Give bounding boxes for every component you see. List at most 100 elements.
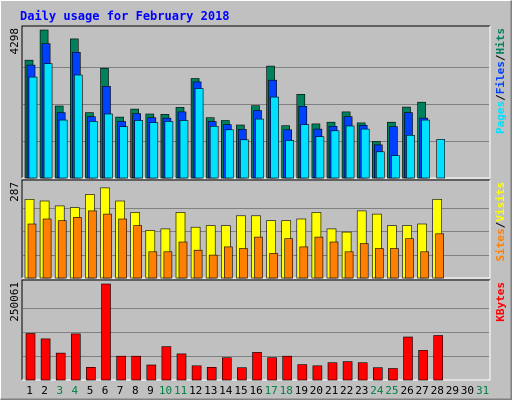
bar-sites — [208, 254, 218, 279]
panel-visits_sites: 287 Sites/Visits — [8, 179, 507, 279]
bar-kbytes — [357, 362, 368, 381]
bar-pages — [225, 129, 234, 179]
x-tick-label: 13 — [204, 384, 217, 397]
bar-kbytes — [267, 357, 277, 381]
bar-kbytes — [101, 283, 111, 381]
x-tick-label: 12 — [189, 384, 202, 397]
bar-kbytes — [206, 366, 217, 381]
x-tick-label: 3 — [56, 384, 63, 397]
panel-legend: Pages/Files/Hits — [494, 28, 507, 134]
panel-legend: KBytes — [494, 282, 507, 322]
bar-kbytes — [191, 365, 202, 381]
bar-kbytes — [388, 368, 398, 381]
bar-sites — [435, 233, 445, 279]
x-axis-labels: 1 2 3 4 5 6 7 8 9 10 11 12 13 14 15 16 17 18 19 20 21 22 23 24 2… — [26, 384, 489, 397]
bar-sites — [359, 243, 369, 279]
bar-kbytes — [297, 364, 308, 381]
panel-max-label: 250061 — [8, 282, 21, 322]
panel-frame-dark — [21, 179, 490, 278]
panel-max-label: 4298 — [8, 28, 21, 55]
x-tick-label: 9 — [147, 384, 154, 397]
bar-pages — [285, 140, 295, 179]
bar-pages — [74, 74, 83, 179]
x-tick-label: 25 — [385, 384, 398, 397]
bar-kbytes — [433, 335, 444, 381]
bar-kbytes — [131, 355, 141, 381]
bar-pages — [375, 151, 385, 179]
bar-kbytes — [25, 333, 36, 381]
panel-frame-dark — [21, 25, 490, 178]
x-tick-label: 14 — [219, 384, 233, 397]
bar-pages — [149, 122, 159, 179]
x-tick-label: 10 — [159, 384, 172, 397]
bar-kbytes — [71, 333, 81, 381]
x-tick-label: 31 — [476, 384, 489, 397]
bar-sites — [73, 217, 82, 279]
x-tick-label: 27 — [415, 384, 428, 397]
panel-legend: Sites/Visits — [494, 182, 507, 262]
bar-kbytes — [146, 364, 157, 381]
x-tick-label: 28 — [431, 384, 444, 397]
bar-kbytes — [327, 362, 338, 381]
bar-pages — [391, 155, 400, 179]
legend-separator: / — [494, 54, 507, 61]
x-tick-label: 7 — [117, 384, 124, 397]
legend-separator: / — [494, 94, 507, 101]
legend-hits: Hits — [494, 28, 507, 55]
bar-sites — [239, 248, 248, 279]
bar-kbytes — [116, 355, 126, 381]
bar-sites — [118, 218, 127, 279]
bar-sites — [420, 251, 429, 279]
bar-pages — [240, 139, 249, 179]
bar-kbytes — [252, 352, 262, 381]
x-tick-label: 11 — [174, 384, 187, 397]
legend-sites: Sites — [494, 228, 507, 261]
chart-title: Daily usage for February 2018 — [20, 9, 230, 23]
bar-pages — [179, 120, 189, 179]
bar-sites — [27, 223, 37, 279]
bar-pages — [255, 118, 264, 179]
x-tick-label: 23 — [355, 384, 368, 397]
legend-kbytes: KBytes — [494, 282, 507, 322]
bar-sites — [193, 249, 203, 279]
legend-pages: Pages — [494, 101, 507, 134]
bar-kbytes — [237, 367, 247, 381]
panel-kbytes: 250061 KBytes — [8, 279, 507, 381]
bar-pages — [58, 119, 68, 179]
legend-visits: Visits — [494, 182, 507, 222]
x-tick-label: 22 — [340, 384, 353, 397]
bar-pages — [134, 120, 143, 179]
bar-sites — [284, 238, 294, 279]
x-tick-label: 8 — [132, 384, 139, 397]
bar-kbytes — [403, 336, 413, 381]
bar-sites — [254, 236, 263, 279]
legend-separator: / — [494, 221, 507, 228]
bar-kbytes — [312, 365, 323, 381]
bar-sites — [374, 248, 384, 279]
bar-sites — [329, 241, 339, 279]
bar-pages — [164, 121, 174, 179]
bar-pages — [28, 76, 38, 179]
bar-pages — [194, 88, 204, 179]
bar-pages — [89, 121, 98, 179]
bar-pages — [421, 119, 430, 179]
bar-kbytes — [372, 367, 383, 381]
bar-sites — [178, 241, 188, 279]
bar-pages — [300, 124, 310, 179]
bar-pages — [43, 63, 53, 179]
bar-pages — [436, 139, 446, 179]
bar-pages — [104, 113, 113, 179]
bar-sites — [390, 248, 399, 279]
bar-sites — [57, 220, 67, 279]
bar-sites — [224, 246, 233, 279]
x-tick-label: 5 — [87, 384, 94, 397]
bar-pages — [406, 135, 415, 179]
x-tick-label: 16 — [249, 384, 262, 397]
bar-pages — [209, 126, 219, 179]
x-tick-label: 24 — [370, 384, 384, 397]
bar-sites — [88, 210, 97, 279]
x-tick-label: 21 — [325, 384, 338, 397]
panel-frame-dark — [21, 279, 490, 380]
